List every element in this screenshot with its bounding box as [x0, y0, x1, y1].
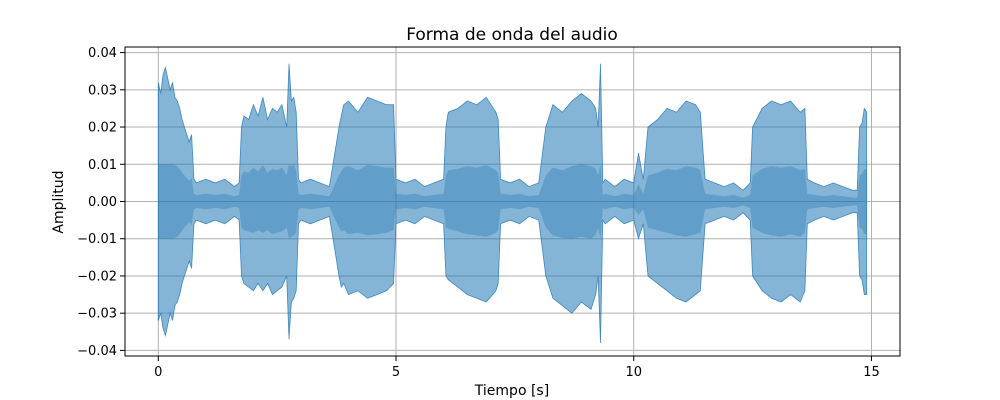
x-tick-label: 10 — [625, 365, 642, 380]
x-tick-label: 0 — [154, 365, 162, 380]
y-tick-label: 0.04 — [88, 46, 117, 61]
y-tick-label: −0.03 — [77, 307, 117, 322]
y-tick-label: 0.00 — [88, 195, 117, 210]
y-tick-label: 0.02 — [88, 121, 117, 136]
y-axis-label: Amplitud — [51, 170, 67, 233]
y-tick-label: −0.01 — [77, 232, 117, 247]
y-tick-label: −0.04 — [77, 344, 117, 359]
x-tick-label: 5 — [392, 365, 400, 380]
axis-ticks: 0 5 10 15 −0.04 −0.03 −0.02 −0.01 0.00 0.01 0.02 0.… — [77, 46, 880, 380]
y-tick-label: 0.01 — [88, 158, 117, 173]
chart-title: Forma de onda del audio — [406, 25, 618, 45]
y-tick-label: −0.02 — [77, 269, 117, 284]
waveform-envelope — [157, 63, 868, 344]
waveform-series — [157, 63, 868, 344]
y-tick-label: 0.03 — [88, 83, 117, 98]
waveform-core — [158, 164, 867, 239]
x-axis-label: Tiempo [s] — [474, 383, 549, 399]
x-tick-label: 15 — [863, 365, 880, 380]
